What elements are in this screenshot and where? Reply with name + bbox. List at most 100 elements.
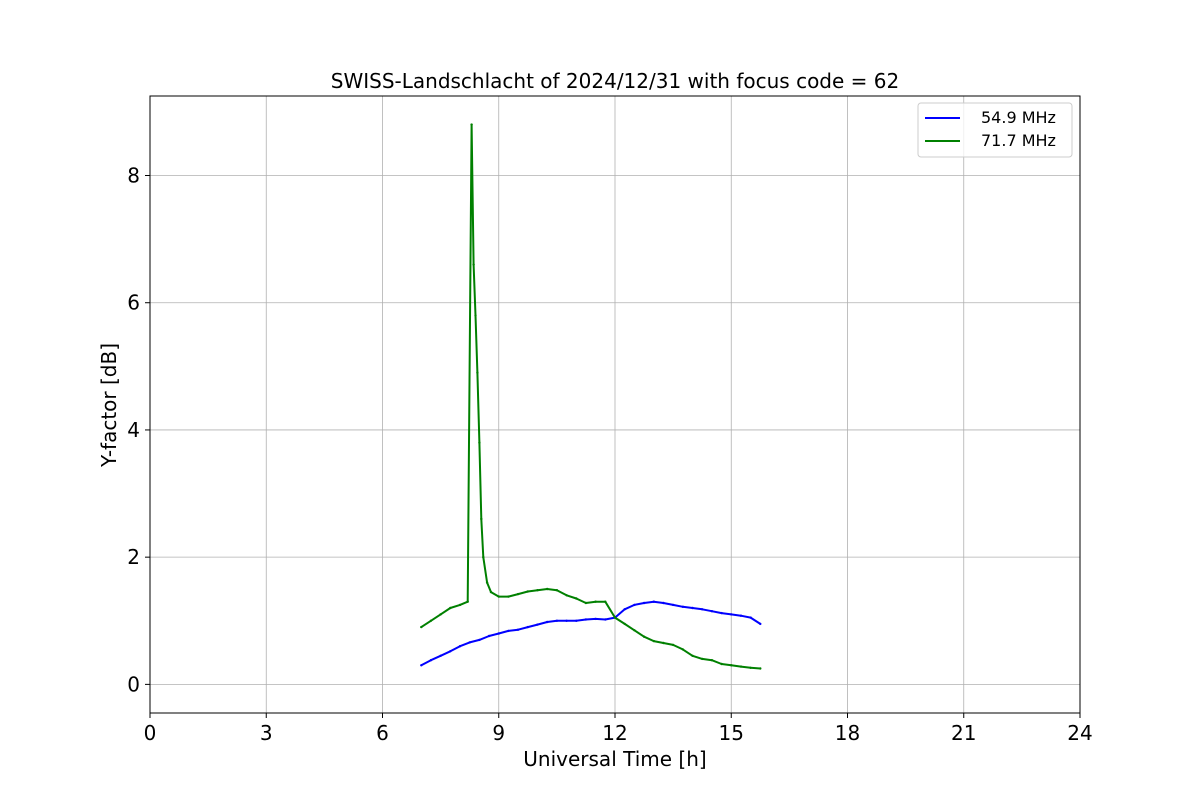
series-0-point: [439, 654, 442, 657]
y-tick-label: 4: [127, 418, 140, 442]
series-1-point: [613, 616, 617, 619]
series-0-point: [730, 613, 733, 616]
series-1-point: [691, 654, 694, 657]
series-0-point: [604, 618, 607, 621]
series-0-point: [565, 619, 568, 622]
series-1-point: [485, 581, 489, 584]
series-1-point: [739, 665, 743, 668]
series-0-point: [701, 608, 704, 611]
series-0-point: [478, 638, 481, 642]
series-1-point: [565, 594, 568, 597]
y-tick-label: 2: [127, 545, 140, 569]
series-0-point: [497, 632, 500, 635]
series-0-point: [487, 634, 491, 638]
series-1-point: [671, 643, 675, 647]
x-tick-label: 9: [492, 721, 505, 745]
x-tick-label: 0: [144, 721, 157, 745]
legend-box: [917, 102, 1073, 158]
series-1-point: [710, 659, 714, 662]
series-0-point: [720, 611, 723, 615]
x-tick-label: 21: [951, 721, 976, 745]
y-tick-label: 6: [127, 291, 140, 315]
series-0-point: [739, 614, 743, 617]
series-0-point: [555, 619, 559, 622]
series-0-point: [468, 641, 471, 644]
series-layer: [420, 123, 762, 670]
series-1-point: [497, 595, 500, 598]
series-0-point: [584, 618, 588, 621]
series-0-point: [507, 629, 510, 633]
series-0-point: [420, 664, 423, 667]
x-tick-label: 12: [602, 721, 627, 745]
series-1-point: [482, 556, 485, 559]
series-0-point: [526, 625, 529, 629]
series-1-point: [662, 641, 665, 645]
series-1-point: [730, 664, 733, 667]
series-0-point: [642, 601, 646, 605]
series-0-point: [652, 600, 655, 603]
y-axis: 0 2 4 6 8: [127, 164, 150, 696]
series-0-point: [458, 645, 462, 648]
series-1-point: [575, 597, 578, 600]
series-1-point: [594, 600, 597, 603]
series-1-point: [507, 595, 510, 598]
x-axis-label: Universal Time [h]: [523, 747, 706, 771]
series-1-point: [472, 263, 475, 266]
series-1-point: [439, 613, 442, 616]
series-line-1: [420, 123, 761, 670]
series-1-point: [536, 589, 539, 592]
series-1-point: [429, 619, 433, 622]
y-tick-label: 8: [127, 164, 140, 188]
series-1-point: [652, 639, 655, 643]
series-1-point: [449, 606, 452, 610]
x-tick-label: 24: [1067, 721, 1092, 745]
series-1-point: [478, 441, 481, 444]
series-0-point: [575, 619, 578, 622]
chart-title: SWISS-Landschlacht of 2024/12/31 with fo…: [331, 69, 899, 93]
series-1-point: [681, 648, 684, 651]
series-0-point: [546, 620, 549, 624]
series-0-point: [536, 623, 539, 626]
y-tick-label: 0: [127, 672, 140, 696]
x-tick-label: 6: [376, 721, 389, 745]
series-1-point: [633, 629, 636, 632]
series-0-point: [623, 608, 626, 611]
series-1-point: [759, 667, 762, 670]
series-1-point: [749, 666, 752, 669]
series-0-point: [710, 610, 714, 613]
legend: 54.9 MHz 71.7 MHz: [917, 102, 1073, 158]
series-1-point: [526, 590, 529, 593]
series-0-point: [671, 603, 675, 607]
x-axis: 0 3 6 9 12 15 18 21 24: [144, 713, 1093, 745]
series-1-point: [584, 601, 588, 605]
series-0-point: [429, 659, 433, 662]
x-tick-label: 3: [260, 721, 273, 745]
series-1-point: [480, 517, 483, 521]
series-1-point: [720, 662, 723, 666]
series-1-point: [701, 657, 704, 661]
series-0-point: [449, 650, 452, 653]
series-1-point: [642, 635, 646, 638]
series-0-point: [594, 617, 597, 621]
series-1-point: [474, 314, 477, 317]
x-tick-label: 18: [835, 721, 860, 745]
series-0-point: [662, 601, 665, 605]
series-0-point: [516, 628, 520, 631]
series-0-point: [759, 622, 762, 626]
series-1-point: [470, 123, 473, 126]
series-1-point: [555, 589, 559, 592]
series-1-point: [476, 371, 479, 374]
grid: [149, 96, 1081, 713]
series-1-point: [623, 622, 626, 626]
x-tick-label: 15: [719, 721, 744, 745]
series-1-point: [546, 587, 549, 591]
series-1-point: [604, 600, 607, 603]
series-1-point: [489, 590, 493, 594]
legend-label-1: 71.7 MHz: [981, 131, 1056, 150]
series-0-point: [681, 605, 684, 608]
series-0-point: [749, 616, 752, 619]
series-line-0: [420, 600, 761, 667]
series-1-point: [516, 592, 520, 596]
legend-label-0: 54.9 MHz: [981, 108, 1056, 127]
